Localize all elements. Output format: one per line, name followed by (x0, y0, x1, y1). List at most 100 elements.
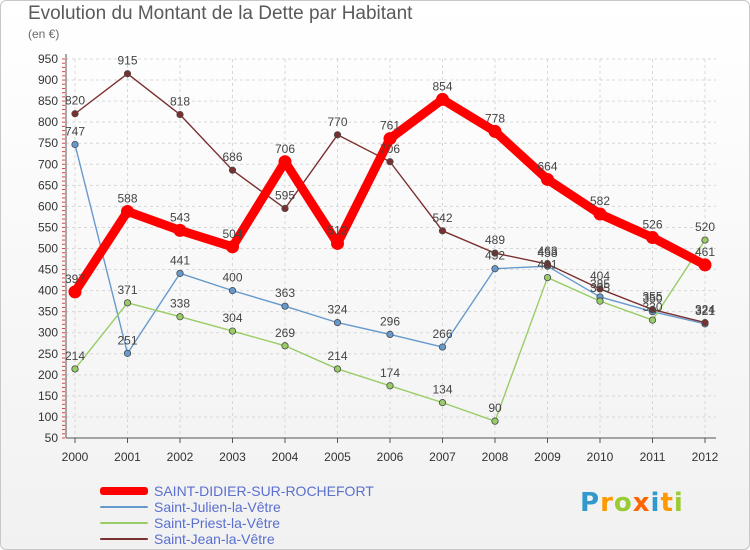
y-tick-label: 600 (38, 199, 58, 213)
data-label: 686 (222, 150, 242, 164)
y-tick-label: 700 (38, 157, 58, 171)
legend-label: Saint-Priest-la-Vêtre (154, 515, 281, 531)
data-point (596, 297, 604, 305)
data-point (543, 260, 552, 268)
data-point (71, 110, 79, 118)
data-point (123, 299, 132, 307)
data-label: 854 (432, 79, 452, 93)
data-point (226, 240, 239, 254)
y-tick-label: 450 (38, 263, 58, 277)
data-point (386, 330, 394, 339)
data-point (331, 236, 344, 250)
y-tick-label: 50 (45, 431, 59, 445)
data-label: 761 (380, 119, 400, 133)
legend: SAINT-DIDIER-SUR-ROCHEFORT Saint-Julien-l… (100, 483, 374, 547)
data-point (701, 319, 709, 327)
data-label: 214 (327, 349, 347, 363)
legend-swatch (100, 538, 148, 540)
legend-label: SAINT-DIDIER-SUR-ROCHEFORT (154, 483, 374, 499)
legend-swatch (100, 506, 148, 508)
data-label: 526 (642, 218, 662, 232)
data-label: 706 (275, 142, 295, 156)
data-point (68, 285, 82, 299)
data-point (596, 285, 604, 293)
y-tick-label: 350 (38, 305, 58, 319)
data-point (281, 342, 289, 350)
data-point (648, 316, 657, 324)
data-label: 400 (222, 271, 242, 285)
data-label: 520 (695, 220, 715, 234)
x-tick-label: 2011 (640, 450, 666, 464)
data-label: 504 (222, 227, 242, 241)
grid-layer (66, 58, 716, 439)
data-label: 747 (65, 124, 85, 138)
y-tick-label: 750 (38, 136, 58, 150)
data-point (278, 155, 292, 169)
data-label: 489 (485, 233, 505, 247)
data-point (491, 265, 499, 273)
data-point (646, 231, 659, 245)
data-point (176, 313, 184, 321)
x-tick-label: 2000 (62, 450, 89, 464)
x-tick-label: 2008 (482, 450, 509, 464)
data-label: 441 (170, 253, 190, 267)
y-tick-label: 850 (38, 94, 58, 108)
data-point (491, 249, 499, 257)
data-point (386, 158, 394, 166)
data-point (386, 382, 394, 390)
data-point (333, 131, 342, 139)
data-label: 431 (537, 258, 557, 272)
data-label: 324 (695, 303, 715, 317)
x-tick-label: 2003 (219, 450, 246, 464)
data-label: 770 (327, 115, 347, 129)
data-label: 363 (275, 286, 295, 300)
x-tick-label: 2001 (114, 450, 141, 464)
legend-swatch (100, 487, 148, 495)
data-label: 404 (590, 269, 610, 283)
data-point (281, 204, 289, 213)
data-label: 664 (537, 159, 557, 173)
data-label: 820 (65, 94, 85, 108)
data-point (488, 124, 502, 138)
data-label: 266 (432, 327, 452, 341)
y-tick-label: 200 (38, 368, 58, 382)
data-label: 350 (642, 292, 662, 306)
y-tick-label: 400 (38, 284, 58, 298)
y-tick-label: 900 (38, 73, 58, 87)
proxiti-logo[interactable]: Proxiti (580, 488, 684, 518)
x-tick-label: 2012 (692, 450, 719, 464)
data-label: 330 (642, 300, 662, 314)
data-label: 595 (275, 188, 295, 202)
x-tick-label: 2007 (429, 450, 456, 464)
x-tick-label: 2006 (377, 450, 404, 464)
data-point (123, 70, 132, 78)
data-label: 706 (380, 142, 400, 156)
x-tick-label: 2010 (587, 450, 614, 464)
data-point (333, 365, 342, 373)
legend-swatch (100, 522, 148, 524)
y-tick-label: 500 (38, 242, 58, 256)
data-point (543, 273, 552, 282)
data-point (438, 227, 447, 235)
data-point (541, 172, 554, 186)
data-label: 778 (485, 111, 505, 125)
data-point (383, 132, 397, 146)
data-label: 304 (222, 311, 242, 325)
data-label: 397 (65, 272, 85, 286)
y-tick-label: 150 (38, 389, 58, 403)
data-label: 582 (590, 194, 610, 208)
data-label: 321 (695, 304, 715, 318)
data-point (228, 327, 237, 335)
series-layer (68, 70, 712, 425)
data-label: 452 (485, 249, 505, 263)
legend-item: Saint-Julien-la-Vêtre (100, 499, 374, 515)
data-label: 818 (170, 95, 190, 109)
data-point (698, 258, 712, 272)
x-tick-label: 2002 (167, 450, 194, 464)
x-tick-label: 2005 (324, 450, 351, 464)
data-label: 214 (65, 349, 85, 363)
legend-label: Saint-Jean-la-Vêtre (154, 531, 275, 547)
data-label: 588 (117, 191, 137, 205)
